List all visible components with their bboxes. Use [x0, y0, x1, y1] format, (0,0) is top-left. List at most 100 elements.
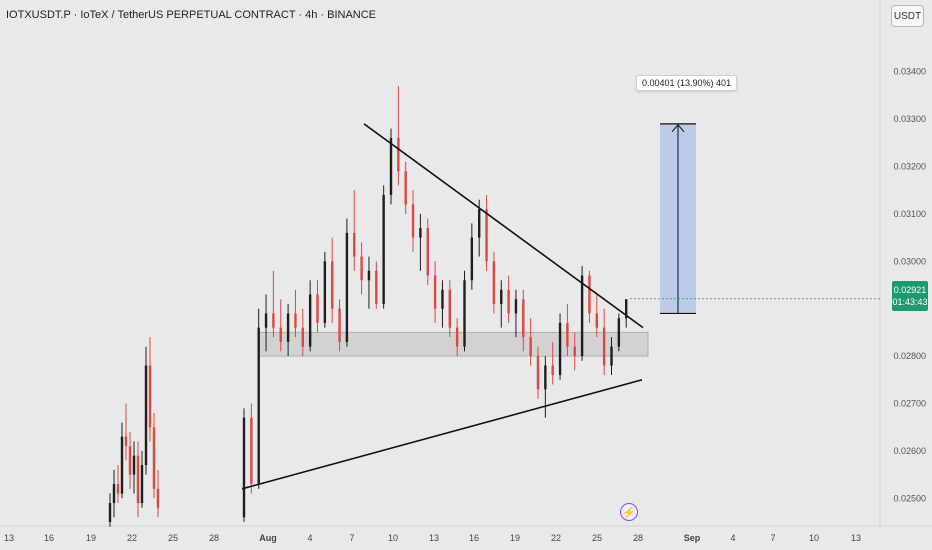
candle-body-jul-2 [116, 484, 120, 494]
candle-body-jul-7 [136, 455, 140, 504]
candle-body-aug-39 [529, 337, 532, 357]
x-tick-label-10: 13 [429, 533, 439, 543]
candle-body-aug-26 [433, 275, 437, 309]
candle-body-aug-35 [500, 289, 503, 304]
y-tick-label-2: 0.03200 [893, 162, 926, 172]
y-tick-label-3: 0.03100 [893, 209, 926, 219]
x-tick-label-14: 25 [592, 533, 602, 543]
x-tick-label-18: 7 [770, 533, 775, 543]
descending-trendline [363, 123, 644, 329]
y-tick-label-5: 0.02800 [893, 351, 926, 361]
last-price-value: 0.02921 [893, 285, 927, 295]
candle-body-aug-11 [323, 261, 327, 323]
candle-body-jul-6 [132, 455, 136, 475]
candle-body-aug-42 [551, 365, 554, 376]
bar-countdown: 01:43:43 [892, 297, 928, 307]
candle-body-aug-25 [426, 228, 429, 276]
candle-body-aug-4 [272, 313, 275, 328]
x-tick-label-19: 10 [809, 533, 819, 543]
y-tick-label-0: 0.03400 [893, 67, 926, 77]
measure-label: 0.00401 (13.90%) 401 [636, 75, 738, 91]
candle-body-aug-37 [514, 299, 518, 314]
y-tick-label-8: 0.02500 [893, 493, 926, 503]
candle-body-aug-28 [448, 289, 451, 328]
x-tick-label-13: 22 [551, 533, 561, 543]
x-tick-label-9: 10 [388, 533, 398, 543]
candle-body-aug-17 [367, 270, 371, 281]
x-tick-label-0: 13 [4, 533, 14, 543]
candle-body-aug-31 [470, 237, 474, 281]
candle-body-jul-5 [128, 446, 132, 475]
candle-body-jul-0 [108, 503, 112, 522]
candle-body-aug-10 [316, 294, 319, 323]
candle-body-aug-40 [536, 356, 540, 390]
candle-body-aug-15 [353, 232, 356, 257]
candle-body-aug-34 [492, 261, 496, 304]
x-tick-label-20: 13 [851, 533, 861, 543]
y-tick-label-4: 0.03000 [893, 256, 926, 266]
y-tick-label-7: 0.02600 [893, 446, 926, 456]
support-zone [257, 331, 649, 357]
candle-body-aug-7 [294, 313, 297, 328]
x-tick-label-8: 7 [349, 533, 354, 543]
candle-body-aug-27 [441, 289, 444, 309]
candle-body-aug-29 [455, 327, 459, 347]
candle-body-aug-32 [478, 209, 481, 238]
candle-body-aug-14 [345, 232, 349, 342]
candle-body-aug-45 [573, 346, 576, 357]
lightning-icon[interactable]: ⚡ [620, 503, 638, 521]
candle-body-aug-3 [264, 313, 268, 328]
x-tick-label-1: 16 [44, 533, 54, 543]
candle-body-jul-1 [112, 484, 116, 504]
candle-body-aug-20 [389, 138, 393, 195]
candle-body-aug-44 [566, 322, 569, 347]
candle-body-jul-10 [148, 365, 152, 428]
candle-body-aug-51 [617, 318, 621, 347]
candle-body-aug-36 [507, 289, 510, 314]
candle-body-aug-12 [331, 261, 334, 309]
candle-body-jul-4 [124, 436, 128, 447]
x-tick-label-16: Sep [684, 533, 701, 543]
y-tick-label-6: 0.02700 [893, 399, 926, 409]
x-tick-label-11: 16 [469, 533, 479, 543]
candle-body-aug-49 [602, 327, 606, 366]
candle-body-aug-19 [382, 194, 385, 304]
candle-body-aug-9 [308, 294, 312, 347]
x-tick-label-5: 28 [209, 533, 219, 543]
measured-move-arrow-head [671, 124, 685, 133]
candle-body-aug-38 [522, 299, 525, 338]
x-tick-label-12: 19 [510, 533, 520, 543]
x-tick-label-6: Aug [259, 533, 277, 543]
candle-body-jul-3 [120, 436, 124, 494]
candle-body-aug-5 [279, 327, 282, 342]
x-tick-label-4: 25 [168, 533, 178, 543]
candle-body-aug-23 [411, 204, 415, 238]
candle-body-aug-2 [257, 327, 260, 485]
x-tick-label-7: 4 [307, 533, 312, 543]
x-tick-label-3: 22 [127, 533, 137, 543]
candle-body-aug-0 [242, 417, 246, 518]
candle-body-jul-11 [152, 427, 156, 489]
x-tick-label-15: 28 [633, 533, 643, 543]
last-price-tag: 0.02921 01:43:43 [892, 281, 928, 311]
candle-body-aug-33 [485, 209, 488, 262]
candle-body-aug-41 [544, 365, 547, 390]
candle-body-aug-46 [580, 275, 584, 357]
candle-body-aug-52 [625, 299, 628, 319]
x-tick-label-17: 4 [730, 533, 735, 543]
candle-body-aug-47 [588, 275, 591, 314]
x-tick-label-2: 19 [86, 533, 96, 543]
candle-body-aug-1 [250, 417, 253, 485]
candle-body-aug-18 [375, 270, 378, 304]
chart-title: IOTXUSDT.P · IoTeX / TetherUS PERPETUAL … [6, 9, 377, 21]
candle-body-aug-13 [338, 308, 341, 342]
currency-button[interactable]: USDT [891, 5, 924, 27]
candle-body-aug-21 [397, 138, 400, 172]
candle-body-aug-6 [286, 313, 290, 342]
candle-body-jul-8 [140, 465, 144, 504]
candle-body-aug-43 [558, 322, 562, 376]
candle-body-jul-12 [156, 488, 160, 508]
y-tick-label-1: 0.03300 [893, 114, 926, 124]
